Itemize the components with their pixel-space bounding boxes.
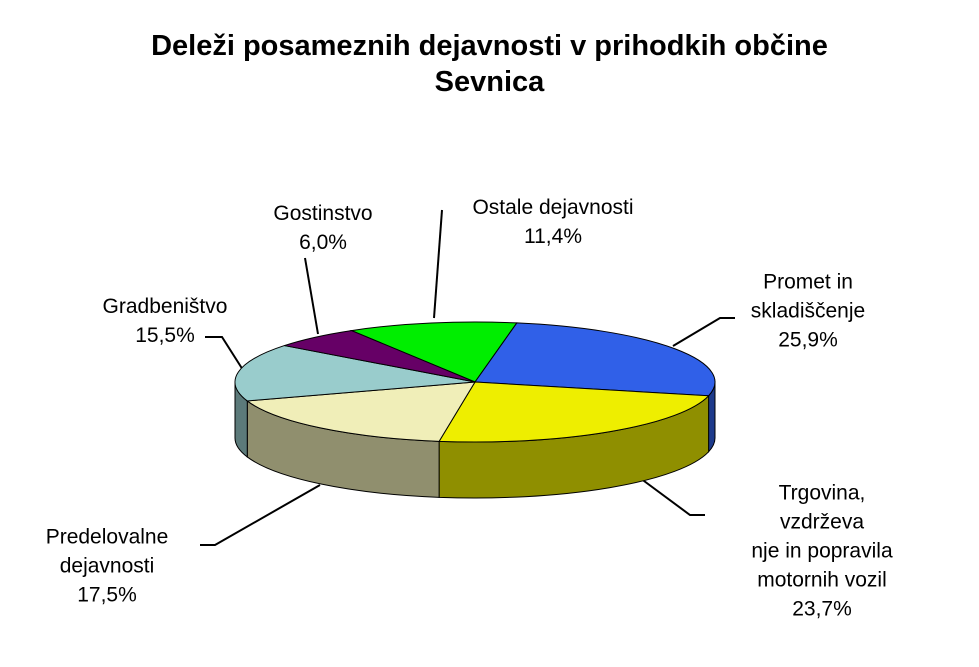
value-label: 15,5% [135, 324, 195, 347]
leader-line [672, 317, 735, 347]
slice-label: Predelovalne dejavnosti 17,5% [46, 523, 169, 610]
slice-label: Gostinstvo 6,0% [273, 199, 372, 257]
leader-line [639, 477, 705, 516]
slice [284, 330, 476, 383]
leader-line [205, 336, 244, 371]
slice-label: Ostale dejavnosti 11,4% [472, 193, 633, 251]
slice [245, 381, 476, 442]
slice [474, 322, 716, 397]
category-label: Ostale dejavnosti [472, 196, 634, 219]
slice-label: Gradbeništvo 15,5% [103, 292, 228, 350]
value-label: 23,7% [792, 597, 852, 621]
category-label: Promet in skladiščenje [750, 270, 866, 323]
category-label: Trgovina, vzdrževa nje in popravila moto… [751, 481, 893, 592]
leader-line [200, 484, 321, 546]
value-label: 6,0% [299, 231, 347, 254]
category-label: Gostinstvo [273, 202, 373, 225]
slice-tops [234, 321, 716, 443]
slice [349, 321, 518, 383]
slice-sides [234, 381, 716, 499]
category-label: Gradbeništvo [102, 295, 228, 318]
slice [234, 345, 476, 402]
value-label: 11,4% [524, 225, 582, 248]
value-label: 25,9% [778, 328, 838, 352]
leader-line [433, 209, 443, 319]
slice-label: Promet in skladiščenje 25,9% [751, 268, 865, 355]
leader-line [304, 257, 319, 335]
slice [438, 381, 710, 443]
value-label: 17,5% [77, 583, 137, 607]
category-label: Predelovalne dejavnosti [45, 525, 169, 578]
chart-title: Deleži posameznih dejavnosti v prihodkih… [151, 30, 828, 98]
slice-label: Trgovina, vzdrževa nje in popravila moto… [744, 479, 901, 624]
leader-lines [200, 209, 735, 546]
